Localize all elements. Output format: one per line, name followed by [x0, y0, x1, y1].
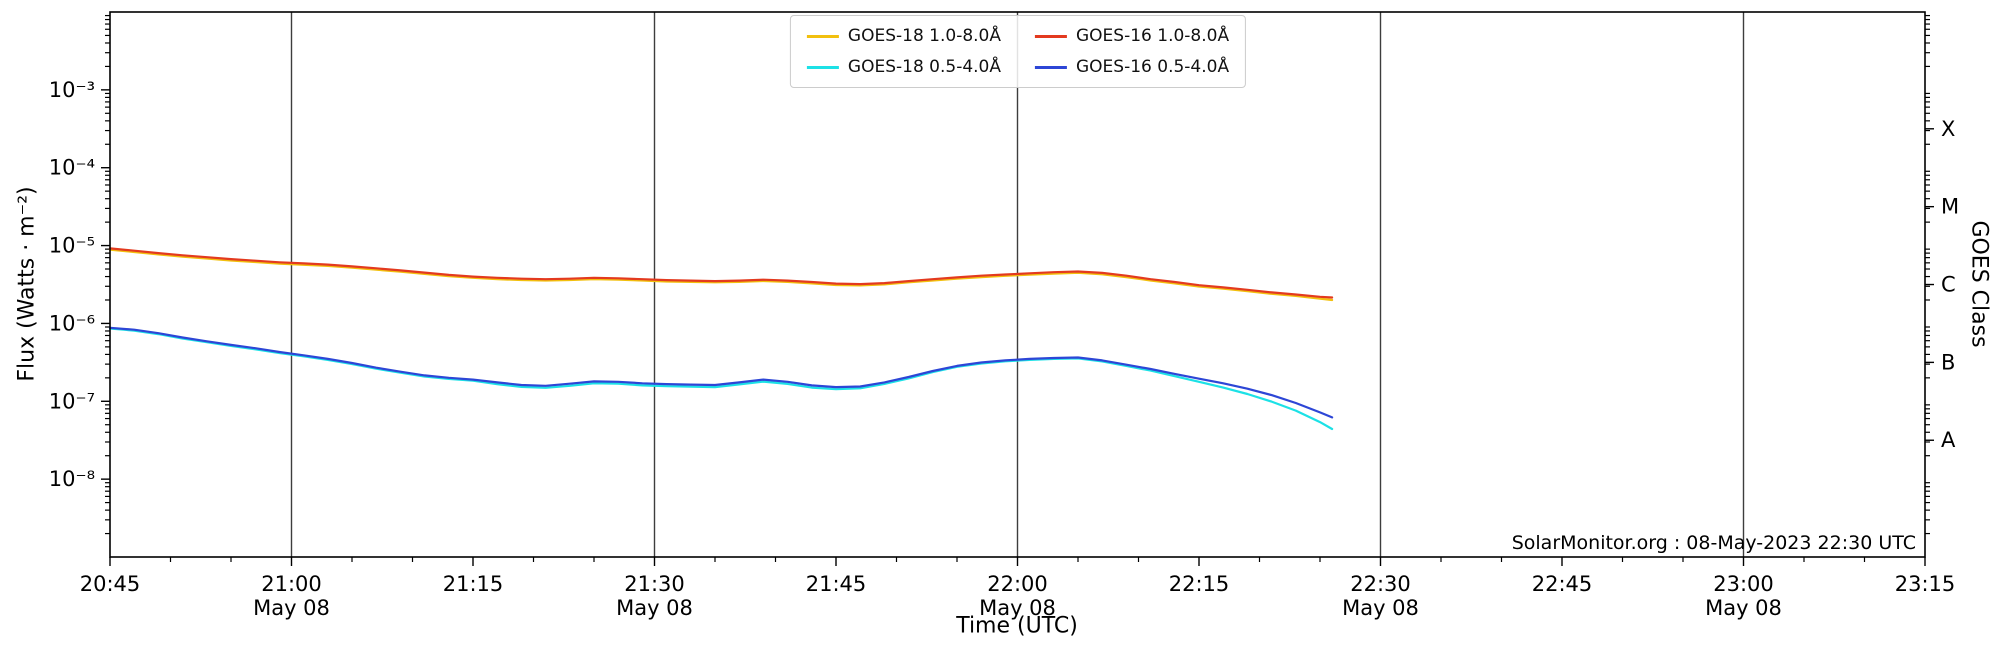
x-tick-label: 22:30	[1350, 572, 1411, 596]
goes-class-label: B	[1941, 350, 1955, 374]
legend-entry-goes18-long: GOES-18 1.0-8.0Å	[806, 26, 1001, 46]
y-tick-label: 10⁻⁸	[49, 467, 95, 491]
series-line-goes16-long	[108, 247, 1334, 299]
y-tick-label: 10⁻⁴	[49, 156, 95, 180]
legend-label: GOES-16 0.5-4.0Å	[1076, 57, 1230, 77]
goes-class-label: C	[1941, 273, 1956, 297]
plot-border	[109, 11, 1926, 558]
legend-label: GOES-16 1.0-8.0Å	[1076, 26, 1230, 46]
x-tick-label: 22:15	[1169, 572, 1230, 596]
x-date-label: May 08	[616, 596, 693, 620]
x-tick-label: 21:45	[806, 572, 867, 596]
series-line-goes18-long	[108, 248, 1334, 302]
x-date-label: May 08	[1342, 596, 1419, 620]
x-tick-label: 22:45	[1532, 572, 1593, 596]
y-tick-label: 10⁻⁵	[49, 234, 95, 258]
legend-label: GOES-18 0.5-4.0Å	[847, 57, 1001, 77]
solarmonitor-watermark: SolarMonitor.org : 08-May-2023 22:30 UTC	[1511, 532, 1916, 554]
legend-entry-goes16-long: GOES-16 1.0-8.0Å	[1035, 26, 1229, 46]
x-axis-title: Time (UTC)	[956, 613, 1078, 639]
x-date-label: May 08	[979, 596, 1056, 620]
legend-entry-goes16-short: GOES-16 0.5-4.0Å	[1035, 57, 1229, 77]
x-tick-label: 23:00	[1713, 572, 1774, 596]
x-tick-label: 23:15	[1895, 572, 1956, 596]
x-date-label: May 08	[1705, 596, 1782, 620]
y-tick-label: 10⁻⁷	[49, 389, 95, 413]
x-tick-label: 21:00	[261, 572, 322, 596]
legend-swatch	[1035, 34, 1067, 38]
legend: GOES-18 1.0-8.0Å GOES-18 0.5-4.0Å GOES-1…	[789, 15, 1247, 88]
y-tick-label: 10⁻³	[49, 78, 95, 102]
series-line-goes16-short	[108, 326, 1334, 419]
legend-swatch	[806, 65, 839, 69]
y-tick-label: 10⁻⁶	[49, 311, 95, 335]
goes-class-label: X	[1941, 117, 1955, 141]
goes-class-label: M	[1941, 195, 1959, 219]
x-tick-label: 20:45	[80, 572, 141, 596]
legend-label: GOES-18 1.0-8.0Å	[847, 26, 1001, 46]
x-tick-label: 21:30	[624, 572, 685, 596]
goes-class-label: A	[1941, 428, 1956, 452]
legend-swatch	[806, 34, 839, 38]
right-axis-title: GOES Class	[1966, 220, 1992, 348]
x-date-label: May 08	[253, 596, 330, 620]
x-tick-label: 22:00	[987, 572, 1048, 596]
y-axis-title: Flux (Watts · m⁻²)	[14, 186, 40, 382]
legend-entry-goes18-short: GOES-18 0.5-4.0Å	[806, 57, 1001, 77]
legend-swatch	[1035, 65, 1067, 69]
x-tick-label: 21:15	[443, 572, 504, 596]
series-line-goes18-short	[108, 327, 1334, 431]
